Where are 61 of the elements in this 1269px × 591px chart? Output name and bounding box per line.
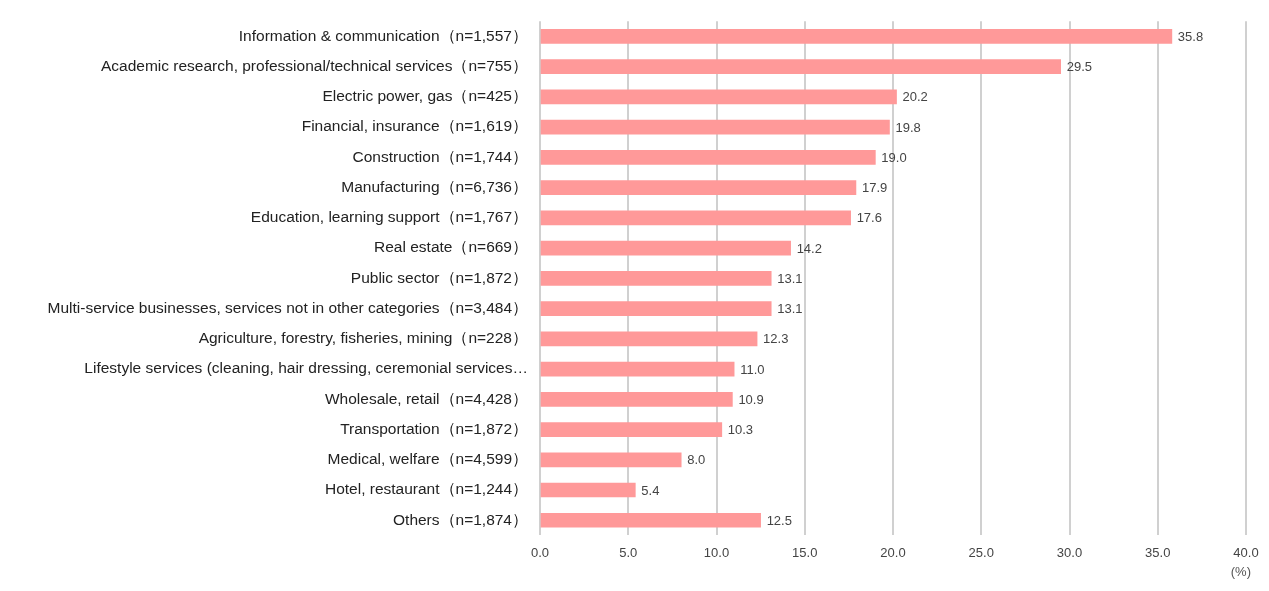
data-label: 14.2: [796, 240, 822, 256]
y-tick-label: Others（n=1,874）: [393, 510, 528, 528]
bar: [540, 180, 857, 195]
y-tick-label: Information & communication（n=1,557）: [238, 26, 528, 44]
bar: [540, 301, 772, 316]
y-tick-label: Education, learning support（n=1,767）: [250, 208, 528, 226]
data-label: 10.3: [727, 422, 754, 438]
bar: [540, 391, 733, 407]
bar: [540, 210, 851, 226]
bar: [540, 361, 735, 377]
y-tick-label: Real estate（n=669）: [374, 238, 528, 256]
y-tick-label: Financial, insurance（n=1,619）: [301, 117, 528, 135]
x-tick-label: 5.0: [619, 544, 638, 560]
data-label: 35.8: [1177, 29, 1204, 44]
data-label: 19.8: [895, 119, 921, 135]
y-tick-label: Medical, welfare（n=4,599）: [327, 450, 528, 468]
data-label: 20.2: [902, 89, 928, 105]
y-tick-label: Public sector（n=1,872）: [350, 268, 528, 286]
data-label: 29.5: [1066, 59, 1092, 75]
data-label: 8.0: [687, 452, 706, 468]
bar: [540, 89, 897, 105]
y-tick-label: Academic research, professional/technical services（n=755）: [100, 56, 528, 74]
bar: [540, 422, 723, 437]
x-tick-label: 30.0: [1056, 544, 1083, 560]
x-tick-label: 0.0: [530, 544, 550, 560]
bar: [540, 482, 636, 498]
y-tick-label: Hotel, restaurant（n=1,244）: [324, 480, 528, 498]
x-tick-label: 15.0: [792, 544, 818, 560]
bar: [540, 452, 682, 468]
bar: [540, 512, 761, 528]
y-tick-label: Manufacturing（n=6,736）: [341, 177, 528, 195]
bar: [540, 271, 772, 286]
x-tick-label: 10.0: [703, 544, 730, 560]
bar: [540, 150, 876, 165]
bar: [540, 29, 1173, 44]
data-label: 13.1: [777, 301, 803, 317]
x-axis-title: (%): [1230, 564, 1251, 579]
data-label: 17.6: [856, 210, 882, 226]
x-tick-label: 40.0: [1233, 544, 1259, 560]
data-label: 19.0: [881, 149, 907, 165]
data-label: 12.3: [763, 331, 789, 347]
x-tick-label: 35.0: [1145, 544, 1171, 560]
bar: [540, 59, 1062, 74]
data-label: 17.9: [861, 180, 888, 196]
data-label: 11.0: [740, 361, 765, 377]
data-label: 10.9: [738, 391, 764, 407]
x-tick-label: 20.0: [880, 544, 906, 560]
y-tick-label: Lifestyle services (cleaning, hair dressing, ceremonial services…: [84, 359, 528, 377]
data-label: 13.1: [777, 270, 803, 286]
y-tick-label: Electric power, gas（n=425）: [322, 87, 528, 105]
bar: [540, 119, 890, 135]
data-label: 5.4: [641, 482, 660, 498]
y-tick-label: Transportation（n=1,872）: [340, 419, 528, 437]
y-tick-label: Construction（n=1,744）: [352, 147, 528, 165]
x-tick-label: 25.0: [968, 544, 994, 560]
y-tick-label: Wholesale, retail（n=4,428）: [324, 389, 528, 407]
bar: [540, 240, 791, 256]
y-tick-label: Agriculture, forestry, fisheries, mining（n=228）: [198, 329, 528, 347]
bar: [540, 331, 758, 347]
data-label: 12.5: [766, 512, 792, 528]
y-tick-label: Multi-service businesses, services not in other categories（n=3,484）: [47, 298, 528, 316]
